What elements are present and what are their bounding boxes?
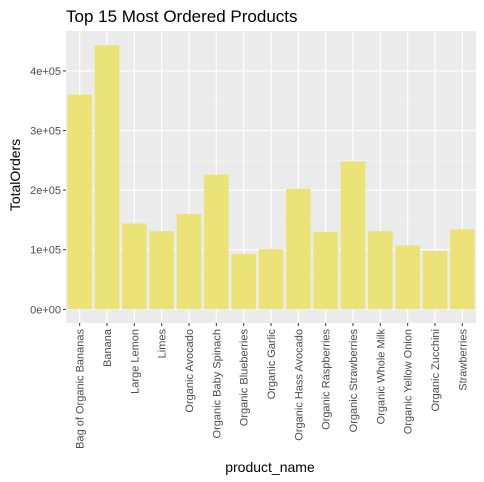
y-tick-label: 1e+05 — [30, 245, 61, 257]
bar — [94, 45, 120, 310]
bar — [231, 253, 256, 310]
bar — [395, 245, 420, 310]
bar — [286, 188, 311, 310]
x-tick-label: Organic Zucchini — [430, 329, 442, 412]
bar — [258, 249, 284, 310]
x-tick-label: Organic Hass Avocado — [293, 329, 305, 441]
bar — [204, 174, 229, 310]
x-tick-label: Organic Strawberries — [348, 329, 360, 433]
x-tick-label: Banana — [102, 328, 114, 367]
y-tick-label: 0e+00 — [30, 304, 61, 316]
x-axis: Bag of Organic Bananas Banana Large Lemon L… — [75, 323, 469, 449]
x-tick-label: Strawberries — [457, 329, 469, 391]
y-axis: 0e+00 1e+05 2e+05 3e+05 4e+05 — [30, 66, 66, 316]
y-axis-title: TotalOrders — [7, 139, 23, 211]
bar — [422, 250, 448, 310]
x-tick-label: Organic Blueberries — [239, 329, 251, 427]
bar — [340, 161, 366, 310]
y-tick-label: 2e+05 — [30, 185, 61, 197]
x-axis-title: product_name — [225, 459, 315, 475]
x-tick-label: Limes — [157, 329, 169, 359]
x-tick-label: Large Lemon — [129, 329, 141, 394]
x-tick-label: Organic Yellow Onion — [403, 329, 415, 434]
x-tick-label: Organic Baby Spinach — [211, 329, 223, 438]
bars — [67, 45, 475, 310]
x-tick-label: Bag of Organic Bananas — [75, 329, 87, 449]
chart-title: Top 15 Most Ordered Products — [66, 7, 298, 26]
bar — [149, 231, 174, 310]
bar — [176, 213, 202, 310]
bar — [368, 231, 393, 310]
bar — [450, 229, 475, 310]
x-tick-label: Organic Raspberries — [321, 329, 333, 430]
x-tick-label: Organic Garlic — [266, 329, 278, 400]
bar — [122, 223, 147, 310]
y-tick-label: 3e+05 — [30, 126, 61, 138]
x-tick-label: Organic Avocado — [184, 329, 196, 413]
x-tick-label: Organic Whole Milk — [375, 329, 387, 425]
y-tick-label: 4e+05 — [30, 66, 61, 78]
bar — [67, 94, 92, 310]
bar — [313, 231, 338, 310]
